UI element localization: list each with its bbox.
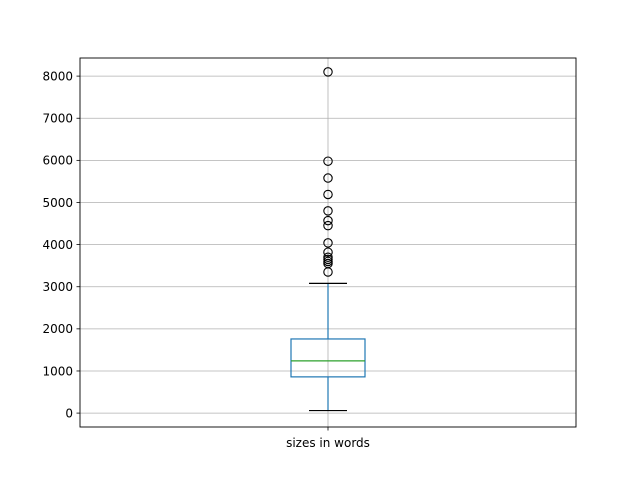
outlier-point <box>323 173 333 183</box>
x-category-label: sizes in words <box>286 436 370 450</box>
outlier-point <box>323 238 333 248</box>
outlier-point <box>323 247 333 257</box>
y-tick-label: 8000 <box>42 69 73 83</box>
box-plot <box>290 67 366 412</box>
y-tick-label: 0 <box>65 406 73 420</box>
y-tick-label: 5000 <box>42 196 73 210</box>
y-tick-label: 1000 <box>42 364 73 378</box>
y-tick-label: 4000 <box>42 238 73 252</box>
y-tick-label: 6000 <box>42 154 73 168</box>
outlier-point <box>323 206 333 216</box>
outlier-point <box>323 67 333 77</box>
outlier-point <box>323 156 333 166</box>
y-tick-label: 3000 <box>42 280 73 294</box>
axes: 0 1000 2000 3000 4000 5000 6000 7000 8000 <box>42 57 577 431</box>
grid-lines <box>80 58 576 427</box>
outlier-point <box>323 220 333 231</box>
outlier-point <box>323 189 333 200</box>
y-tick-label: 2000 <box>42 322 73 336</box>
iqr-box <box>290 338 366 378</box>
outlier-point <box>323 215 333 226</box>
y-tick-label: 7000 <box>42 112 73 126</box>
outlier-point <box>323 252 333 262</box>
